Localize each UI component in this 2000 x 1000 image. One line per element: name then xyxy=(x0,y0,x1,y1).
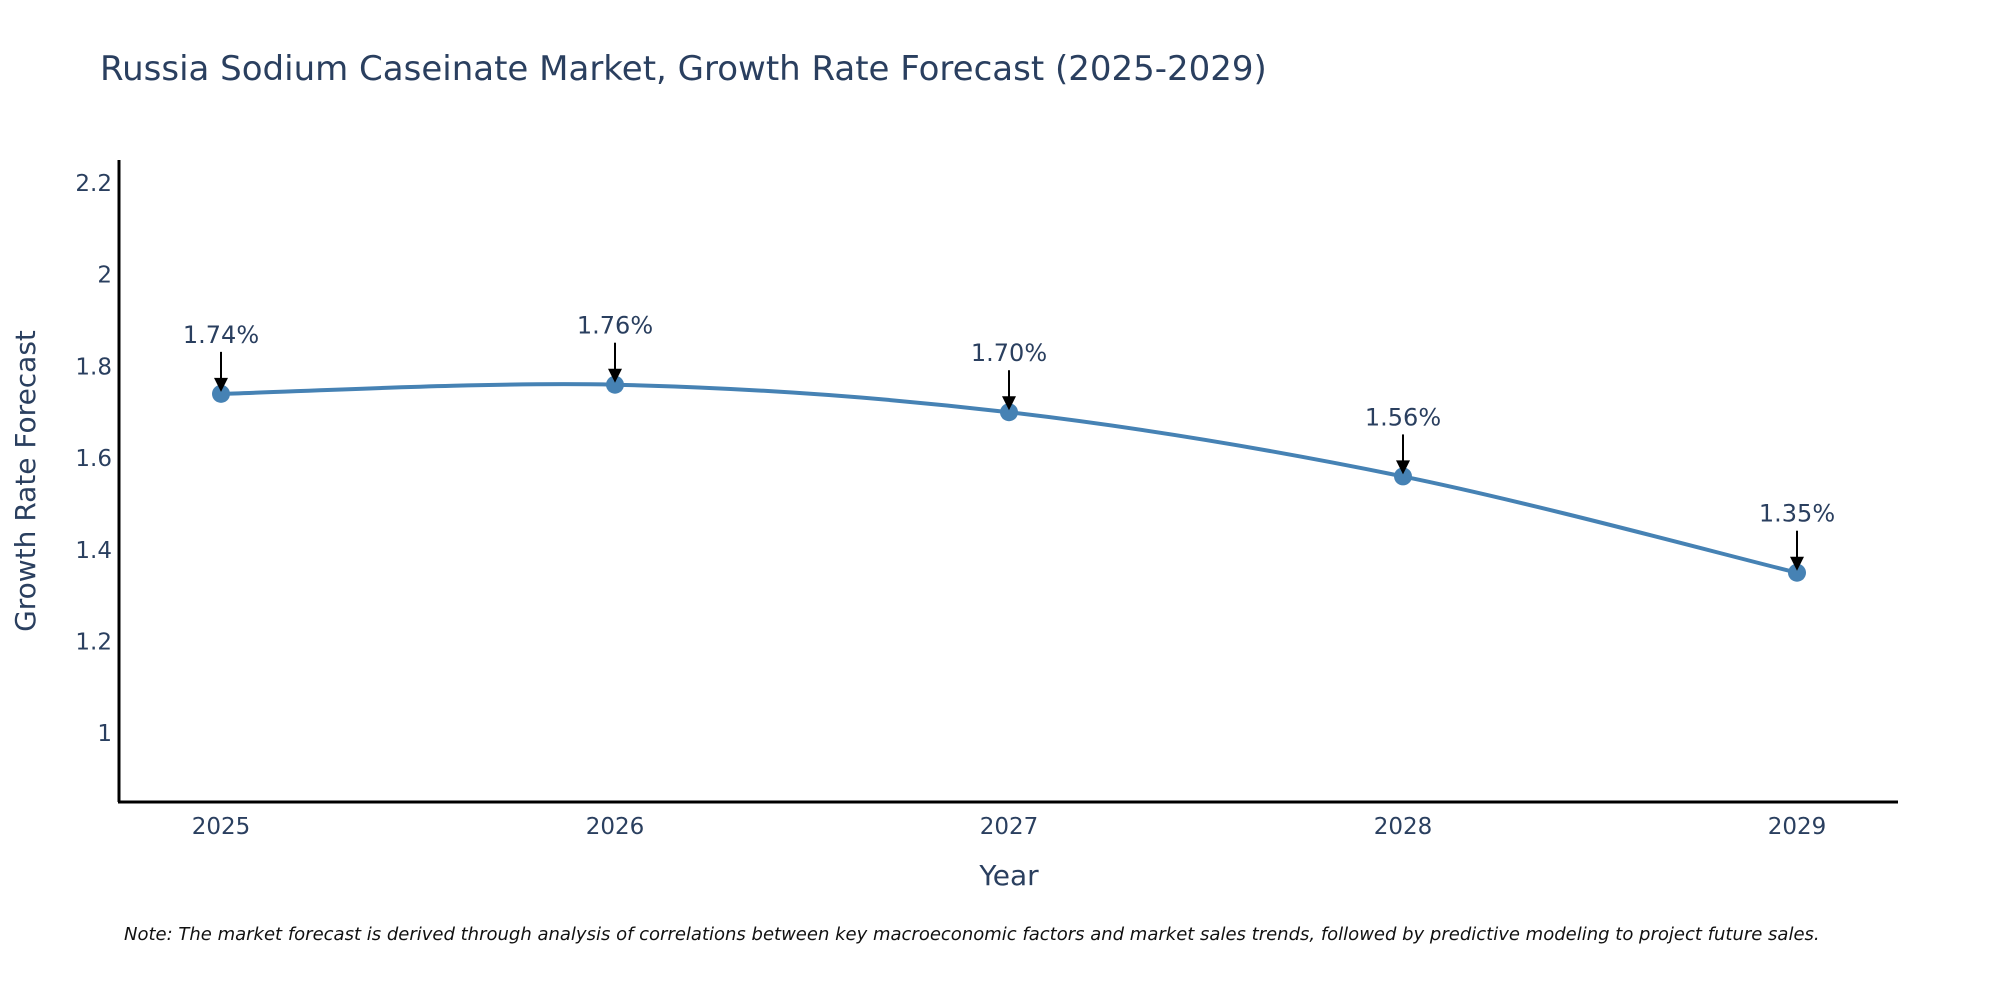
data-point xyxy=(212,384,230,403)
data-points xyxy=(212,375,1806,582)
forecast-note: Note: The market forecast is derived thr… xyxy=(124,924,1820,945)
data-label: 1.70% xyxy=(971,339,1047,367)
y-tick-label: 2.2 xyxy=(75,171,112,197)
x-tick-label: 2025 xyxy=(192,814,251,840)
data-labels: 1.74% 1.76% 1.70% 1.56% 1.35% xyxy=(183,312,1835,528)
data-label: 1.74% xyxy=(183,321,259,349)
annotation-arrow-head xyxy=(608,368,622,383)
annotation-arrow-head xyxy=(214,377,228,392)
y-tick-label: 2 xyxy=(97,263,112,289)
data-label: 1.76% xyxy=(577,312,653,340)
annotation-arrow-head xyxy=(1002,396,1016,411)
x-tick-label: 2026 xyxy=(586,814,645,840)
x-tick-label: 2029 xyxy=(1768,814,1827,840)
x-tick-labels: 2025 2026 2027 2028 2029 xyxy=(192,814,1827,840)
y-tick-label: 1 xyxy=(97,721,112,747)
data-point xyxy=(1788,563,1806,582)
data-label: 1.35% xyxy=(1759,500,1835,528)
annotation-arrow-head xyxy=(1790,556,1804,571)
data-point xyxy=(1000,403,1018,422)
y-axis-title: Growth Rate Forecast xyxy=(9,330,42,632)
y-tick-labels: 1 1.2 1.4 1.6 1.8 2 2.2 xyxy=(75,171,112,747)
x-tick-label: 2027 xyxy=(980,814,1039,840)
annotation-arrow-head xyxy=(1396,460,1410,475)
y-tick-label: 1.6 xyxy=(75,446,112,472)
y-tick-label: 1.4 xyxy=(75,538,112,564)
annotation-arrows xyxy=(214,342,1804,571)
x-tick-label: 2028 xyxy=(1374,814,1433,840)
y-tick-label: 1.2 xyxy=(75,630,112,656)
x-axis-title: Year xyxy=(978,859,1039,892)
chart-title: Russia Sodium Caseinate Market, Growth R… xyxy=(100,49,1267,89)
y-tick-label: 1.8 xyxy=(75,354,112,380)
data-label: 1.56% xyxy=(1365,403,1441,431)
data-point xyxy=(1394,467,1412,486)
data-point xyxy=(606,375,624,394)
